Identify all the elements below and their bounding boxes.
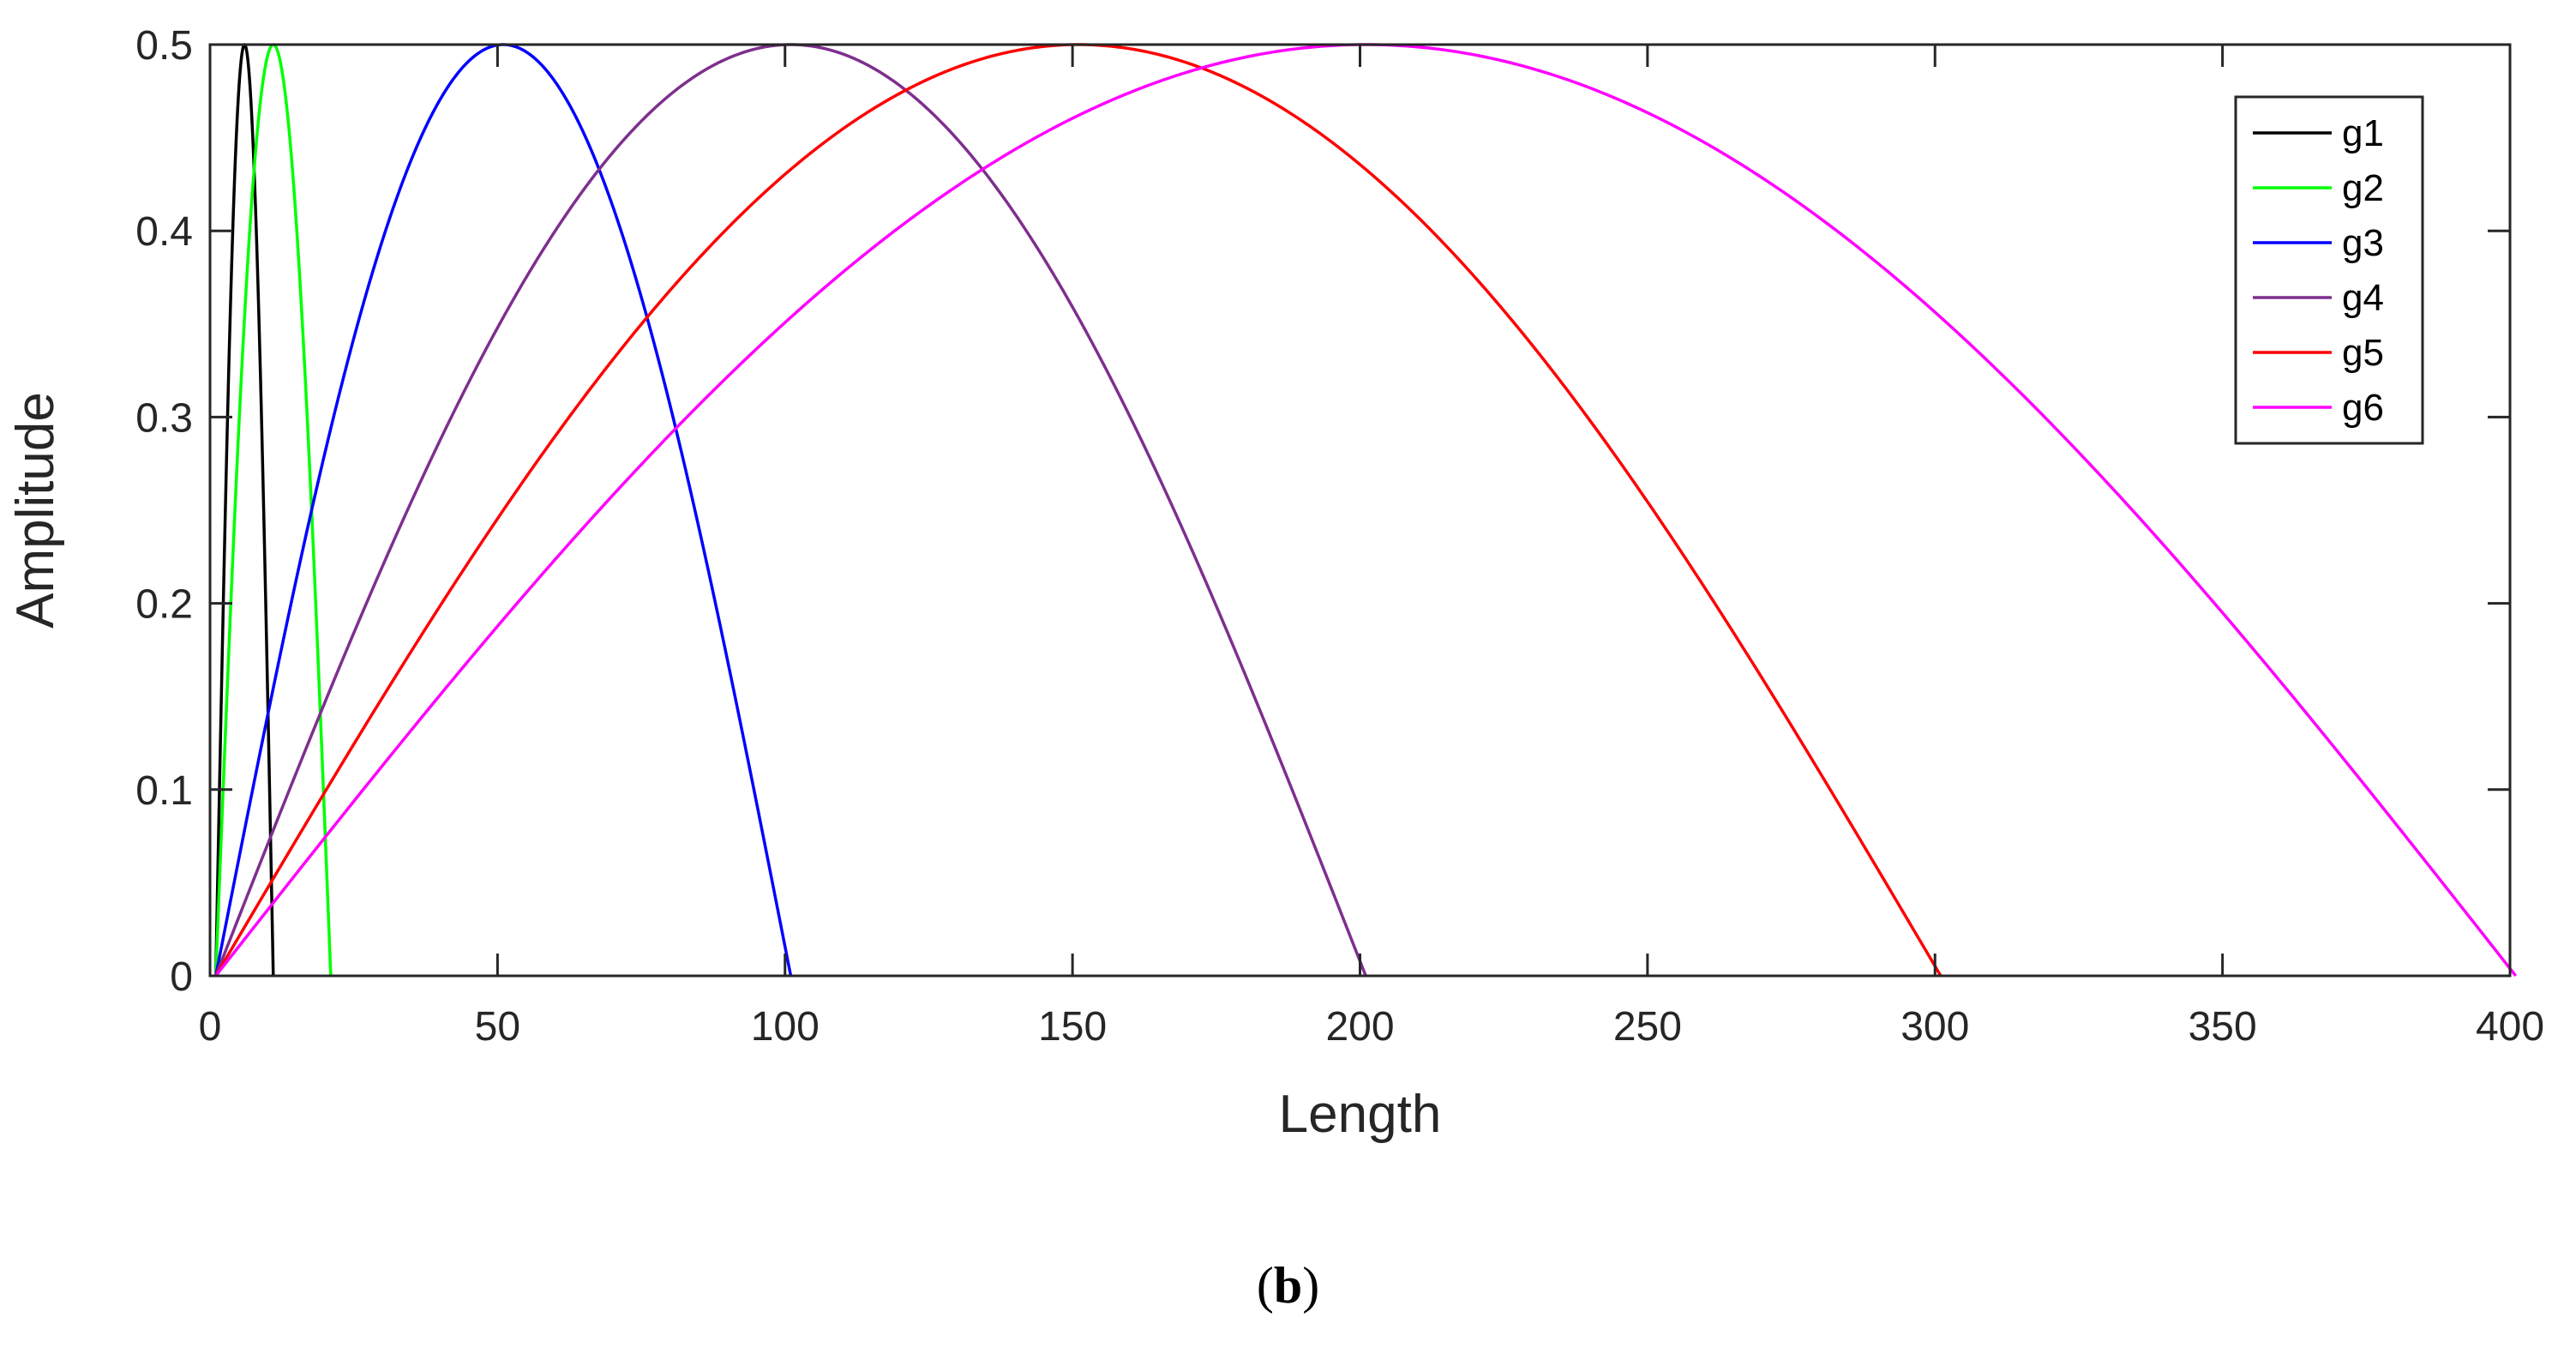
y-tick-label: 0.2	[135, 582, 193, 628]
legend-label-g1: g1	[2342, 112, 2384, 154]
caption-open: (	[1256, 1257, 1274, 1314]
x-tick-label: 150	[1038, 1004, 1107, 1050]
plot-lines	[213, 43, 2518, 978]
legend: g1 g2 g3 g4 g5 g6	[2234, 95, 2424, 445]
x-tick-label: 200	[1325, 1004, 1394, 1050]
y-tick-label: 0.1	[135, 768, 193, 814]
x-tick-label: 250	[1613, 1004, 1682, 1050]
series-line-g5	[214, 43, 1943, 977]
x-tick-label: 350	[2189, 1004, 2257, 1050]
legend-label-g2: g2	[2342, 167, 2384, 209]
y-tick-label: 0.5	[135, 23, 193, 69]
legend-label-g6: g6	[2342, 387, 2384, 429]
x-axis-label: Length	[1279, 1085, 1442, 1144]
axis-ticks: 0 50 100 150 200 250 300 350 400 0 0.1 0.2 0.3 0.4 0.5	[135, 23, 2544, 1050]
legend-label-g3: g3	[2342, 222, 2384, 264]
x-tick-label: 0	[199, 1004, 222, 1050]
axes-box	[208, 43, 2512, 978]
legend-label-g4: g4	[2342, 277, 2384, 319]
series-line-g6	[214, 43, 2518, 978]
x-tick-label: 400	[2476, 1004, 2544, 1050]
x-tick-label: 300	[1900, 1004, 1969, 1050]
y-tick-label: 0	[170, 954, 193, 1000]
y-axis-label: Amplitude	[6, 392, 65, 629]
figure-caption: (b)	[0, 1256, 2576, 1315]
legend-label-g5: g5	[2342, 332, 2384, 374]
y-tick-label: 0.3	[135, 395, 193, 441]
y-tick-label: 0.4	[135, 209, 193, 255]
x-tick-label: 100	[751, 1004, 820, 1050]
caption-close: )	[1302, 1257, 1320, 1314]
series-line-g4	[214, 43, 1367, 977]
x-tick-label: 50	[475, 1004, 520, 1050]
legend-box	[2234, 95, 2424, 445]
caption-letter: b	[1273, 1257, 1303, 1314]
